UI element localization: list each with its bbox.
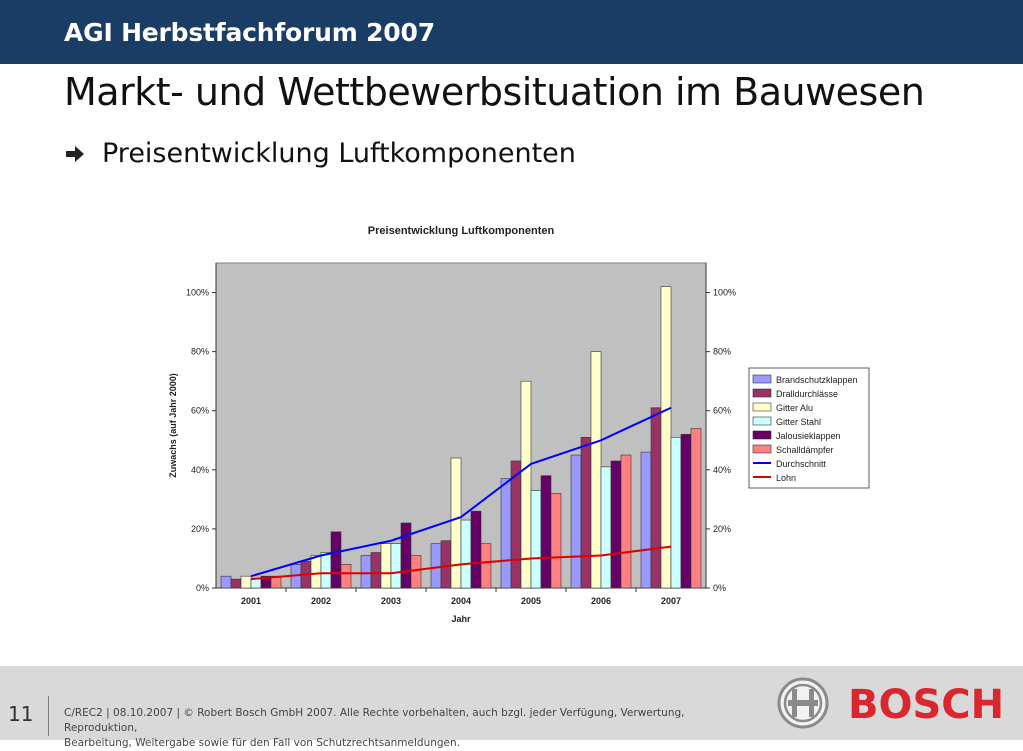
bar — [610, 460, 622, 589]
series-line — [250, 406, 672, 578]
x-tick-label: 2001 — [241, 596, 261, 606]
x-tick-label: 2006 — [591, 596, 611, 606]
copyright-line-2: Bearbeitung, Weitergabe sowie für den Fa… — [64, 737, 460, 749]
legend-entry: Durchschnitt — [776, 459, 827, 469]
bar — [370, 552, 382, 589]
y-tick-label-right: 80% — [713, 347, 731, 357]
bosch-armature-icon — [777, 677, 829, 729]
bar — [470, 510, 482, 589]
bar — [310, 555, 322, 589]
y-tick-label-left: 80% — [191, 347, 209, 357]
bar — [600, 466, 612, 589]
bar — [480, 543, 492, 589]
bar — [550, 493, 562, 589]
legend-entry: Schalldämpfer — [776, 445, 834, 455]
y-tick-label-right: 40% — [713, 465, 731, 475]
y-tick-label-right: 0% — [713, 583, 726, 593]
legend-swatch — [752, 430, 772, 440]
bar — [690, 428, 702, 589]
brand-wordmark: BOSCH — [848, 682, 1005, 728]
bar — [530, 490, 542, 589]
x-tick-label: 2005 — [521, 596, 541, 606]
bar — [440, 540, 452, 589]
bar — [360, 555, 372, 589]
series-line — [250, 545, 672, 581]
bar — [590, 351, 602, 589]
legend-entry: Brandschutzklappen — [776, 375, 858, 385]
y-tick-label-left: 40% — [191, 465, 209, 475]
bar — [580, 437, 592, 589]
bar — [330, 531, 342, 589]
bar — [500, 478, 512, 589]
legend-swatch — [752, 402, 772, 412]
copyright-text: C/REC2 | 08.10.2007 | © Robert Bosch Gmb… — [64, 706, 744, 751]
bar — [320, 552, 332, 589]
x-axis-label: Jahr — [451, 614, 471, 624]
chart-title: Preisentwicklung Luftkomponenten — [368, 225, 555, 237]
bar — [250, 578, 262, 589]
bar — [660, 286, 672, 589]
bar — [670, 437, 682, 589]
chart-container: Preisentwicklung Luftkomponenten 0% 0% 20% 2… — [160, 215, 880, 635]
page-number: 11 — [8, 702, 34, 726]
bar — [520, 380, 532, 589]
header-bar: AGI Herbstfachforum 2007 — [0, 0, 1023, 64]
bar — [390, 543, 402, 589]
legend-entry: Dralldurchlässe — [776, 389, 838, 399]
bar — [680, 434, 692, 589]
copyright-line-1: C/REC2 | 08.10.2007 | © Robert Bosch Gmb… — [64, 707, 685, 734]
bar — [410, 555, 422, 589]
bar — [640, 451, 652, 589]
y-tick-label-left: 20% — [191, 524, 209, 534]
x-tick-label: 2007 — [661, 596, 681, 606]
y-tick-label-left: 60% — [191, 406, 209, 416]
slide-title: Markt- und Wettbewerbsituation im Bauwes… — [64, 70, 925, 114]
bar-chart: Preisentwicklung Luftkomponenten 0% 0% 20% 2… — [168, 225, 870, 624]
y-tick-label-left: 100% — [186, 288, 209, 298]
legend-entry: Gitter Stahl — [776, 417, 821, 427]
y-tick-label-right: 20% — [713, 524, 731, 534]
legend-swatch — [752, 374, 772, 384]
bar — [430, 543, 442, 589]
bar — [650, 407, 662, 589]
bar — [220, 575, 232, 589]
bar — [380, 543, 392, 589]
y-tick-label-right: 100% — [713, 288, 736, 298]
legend-entry: Lohn — [776, 473, 796, 483]
bar — [540, 475, 552, 589]
y-tick-label-left: 0% — [196, 583, 209, 593]
footer-divider — [48, 696, 49, 736]
x-tick-label: 2003 — [381, 596, 401, 606]
bar — [240, 575, 252, 589]
bullet-text: Preisentwicklung Luftkomponenten — [102, 138, 576, 169]
arrow-right-icon — [66, 145, 84, 162]
legend-swatch — [752, 444, 772, 454]
legend-swatch — [752, 416, 772, 426]
legend-swatch — [752, 388, 772, 398]
y-axis-label: Zuwachs (auf Jahr 2000) — [168, 373, 178, 478]
bar — [620, 454, 632, 589]
bullet-item: Preisentwicklung Luftkomponenten — [64, 138, 576, 169]
bar — [570, 454, 582, 589]
bosch-logo: BOSCH — [776, 676, 1006, 732]
event-title: AGI Herbstfachforum 2007 — [64, 18, 435, 47]
y-tick-label-right: 60% — [713, 406, 731, 416]
bar — [340, 564, 352, 589]
bar — [450, 457, 462, 589]
bar — [510, 460, 522, 589]
bar — [230, 578, 242, 589]
legend-box — [748, 367, 870, 489]
x-tick-label: 2004 — [451, 596, 471, 606]
bar — [460, 519, 472, 589]
legend-entry: Jalousieklappen — [776, 431, 841, 441]
x-tick-label: 2002 — [311, 596, 331, 606]
bar — [400, 522, 412, 589]
legend-entry: Gitter Alu — [776, 403, 813, 413]
